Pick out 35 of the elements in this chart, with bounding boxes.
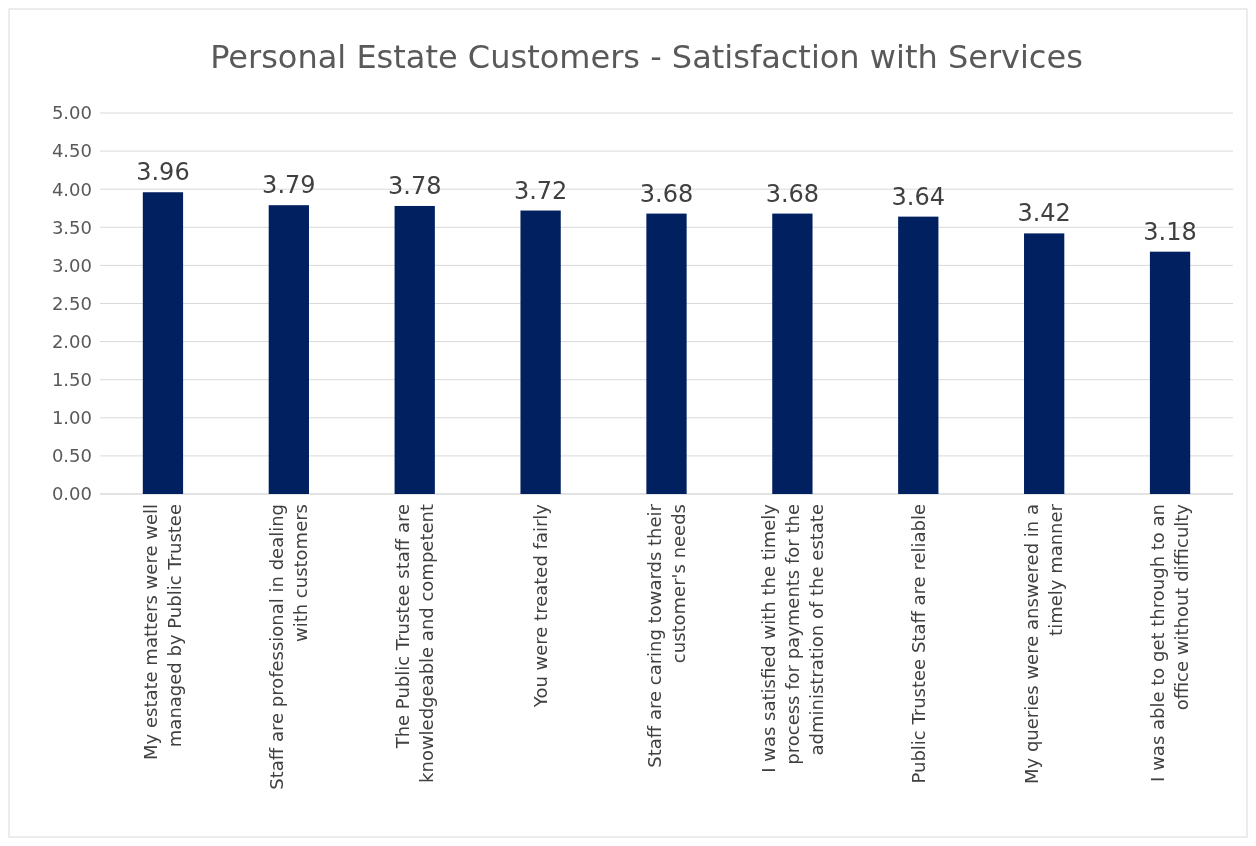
bar <box>772 213 813 494</box>
y-tick-label: 0.00 <box>51 483 92 505</box>
data-label: 3.42 <box>1017 199 1071 228</box>
data-label: 3.72 <box>513 176 568 205</box>
y-tick-label: 1.50 <box>51 369 92 390</box>
y-tick-label: 4.50 <box>51 140 92 162</box>
bar <box>394 205 435 494</box>
x-tick-label: Staff are caring towards their customer's needs <box>643 503 689 768</box>
x-tick-label: My estate matters were well managed by Public Trustee <box>140 504 186 760</box>
y-tick-label: 2.00 <box>51 330 92 352</box>
data-label: 3.79 <box>262 171 316 200</box>
bar <box>646 213 687 494</box>
data-label: 3.68 <box>765 179 820 208</box>
bar <box>1024 233 1065 494</box>
y-tick-label: 5.00 <box>51 102 92 124</box>
bar <box>142 192 184 494</box>
data-label: 3.78 <box>388 171 442 200</box>
bar <box>898 216 939 494</box>
data-label: 3.18 <box>1143 217 1197 246</box>
bar <box>268 205 309 494</box>
chart-title: Personal Estate Customers - Satisfaction with Services <box>210 38 1083 76</box>
y-tick-label: 2.50 <box>51 292 92 314</box>
y-tick-label: 1.00 <box>51 407 92 429</box>
y-tick-label: 3.00 <box>51 254 92 276</box>
y-tick-label: 4.00 <box>51 178 92 200</box>
y-tick-label: 3.50 <box>51 216 92 238</box>
x-tick-label: Public Trustee Staff are reliable <box>907 504 929 784</box>
data-label: 3.96 <box>136 158 190 187</box>
bar <box>1149 251 1191 494</box>
y-tick-label: 0.50 <box>51 445 92 467</box>
x-tick-label: My queries were answered in a timely manner <box>1021 503 1067 784</box>
data-label: 3.64 <box>891 182 945 211</box>
bar <box>520 210 561 494</box>
x-tick-label: You were treated fairly <box>529 503 551 709</box>
data-label: 3.68 <box>639 179 694 208</box>
